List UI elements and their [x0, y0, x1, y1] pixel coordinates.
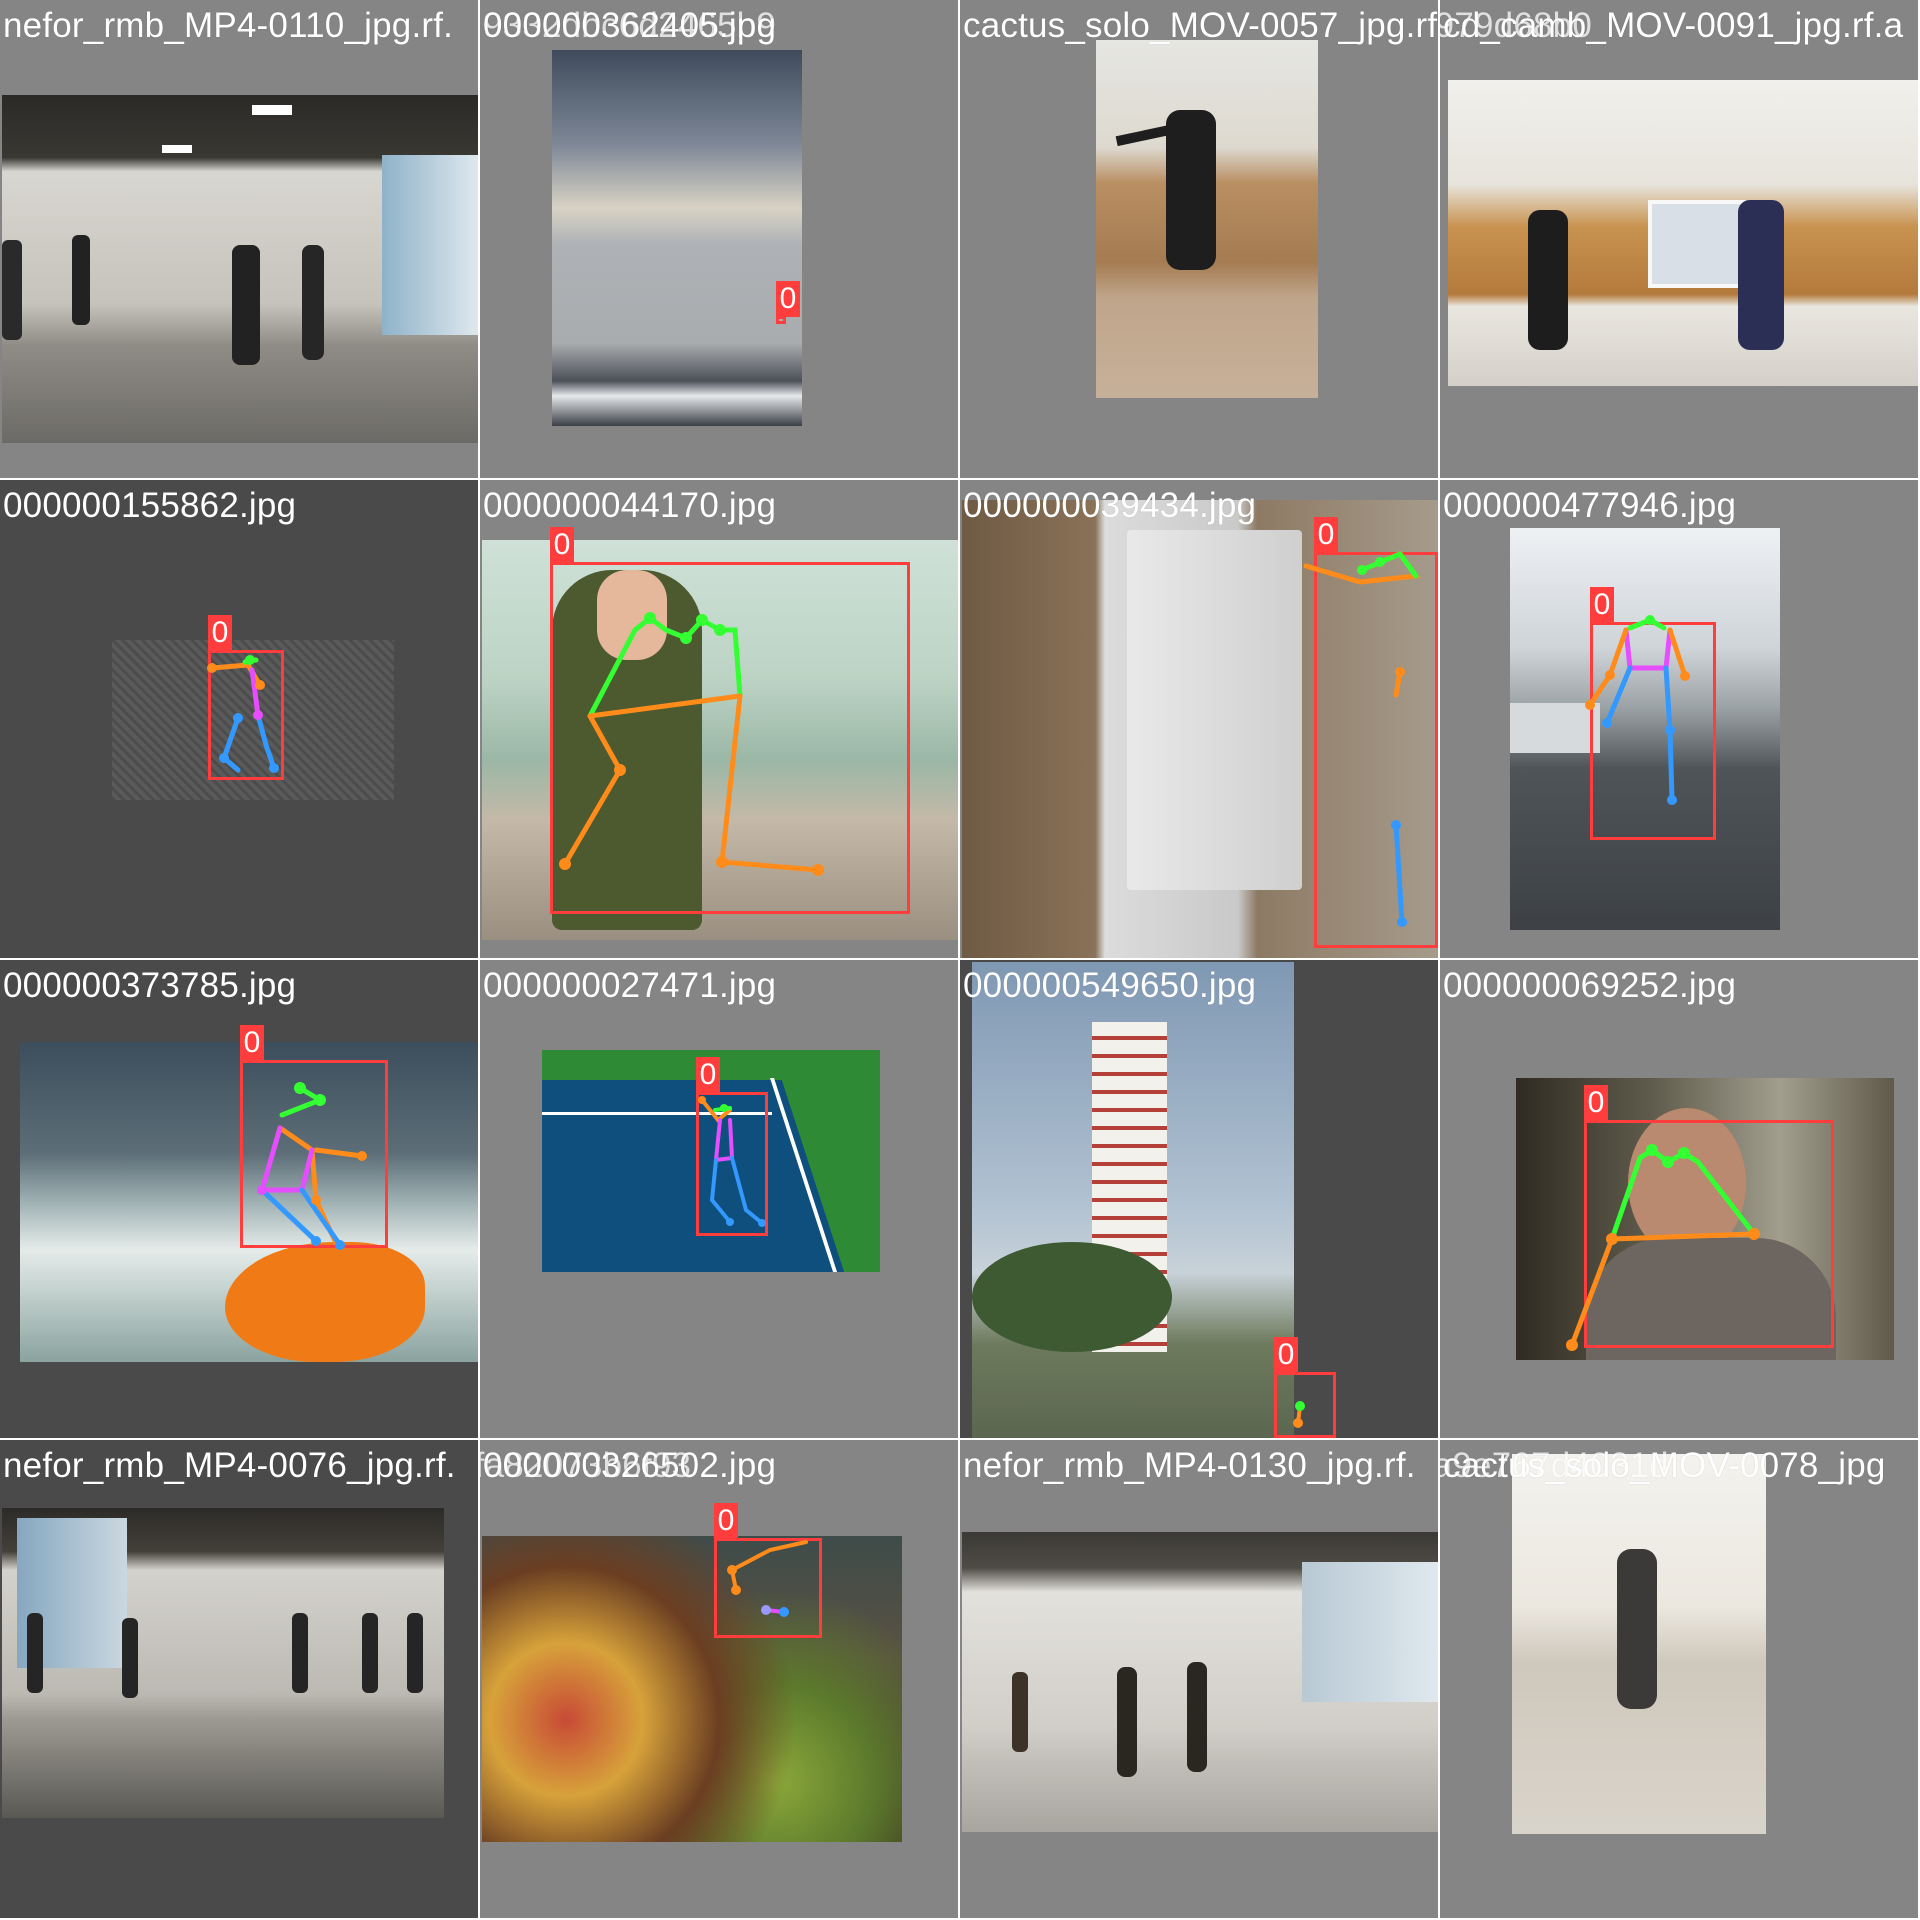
detection-box: 0 [208, 615, 284, 780]
tile-tennis-gray: 000000155862.jpg 0 [0, 480, 480, 960]
detection-box: 0 [714, 1503, 822, 1638]
detection-tag: 0 [714, 1503, 738, 1539]
pose-skeleton [1293, 1401, 1305, 1428]
detection-tag: 0 [208, 615, 232, 651]
detection-tag: 0 [1584, 1085, 1608, 1121]
photo-tennis-gray [112, 640, 394, 800]
tile-label: 000000155862.jpg [3, 486, 297, 525]
tile-label: 000000373785.jpg [3, 966, 297, 1005]
photo-two-dancers [1448, 80, 1918, 386]
detection-tag: 0 [550, 527, 574, 563]
detection-tag: 0 [1590, 587, 1614, 623]
pose-skeleton [698, 1096, 766, 1227]
tile-dance-studio-2: nefor_rmb_MP4-0076_jpg.rf. [0, 1440, 480, 1920]
tile-dancer-wall: cactus_solo_MOV-0057_jpg.rf. [960, 0, 1440, 480]
pose-skeleton [257, 1082, 367, 1250]
photo-sea [552, 50, 802, 426]
tile-dance-studio-3: nefor_rmb_MP4-0130_jpg.rf. [960, 1440, 1440, 1920]
detection-box: 0 [696, 1057, 768, 1236]
detection-tag: 0 [696, 1057, 720, 1093]
detection-box: 0 [550, 527, 910, 914]
tile-label: 000000039434.jpg [963, 486, 1257, 525]
tile-surfer: 000000373785.jpg 0 [0, 960, 480, 1440]
pose-skeleton [1303, 550, 1421, 927]
detection-tag: 0 [240, 1025, 264, 1061]
pose-skeleton [1585, 615, 1690, 805]
photo-dance-studio-3 [962, 1532, 1438, 1832]
detection-box: 0 [776, 281, 800, 324]
tile-dance-studio: nefor_rmb_MP4-0110_jpg.rf. [0, 0, 480, 480]
detection-box: 0 [1274, 1337, 1336, 1438]
pose-skeleton [727, 1540, 808, 1617]
tile-label-overlap: 9332dbc6d2465b9 [483, 6, 777, 45]
tile-fridge: 000000039434.jpg 0 [960, 480, 1440, 960]
tile-cafe: 000000044170.jpg 0 [480, 480, 960, 960]
tile-label: cactus_solo_MOV-0057_jpg.rf. [963, 6, 1440, 45]
tile-label: 000000477946.jpg [1443, 486, 1737, 525]
tile-label: 000000044170.jpg [483, 486, 777, 525]
photo-surfer [20, 1042, 478, 1362]
tile-label: 000000549650.jpg [963, 966, 1257, 1005]
photo-sepia-dancer [1512, 1454, 1766, 1834]
tile-skater: 000000477946.jpg 0 [1440, 480, 1920, 960]
tile-label: nefor_rmb_MP4-0110_jpg.rf. [3, 6, 454, 45]
tile-label: cactus_solo_MOV-0078_jpg [1443, 1446, 1886, 1485]
tile-label: 000000069252.jpg [1443, 966, 1737, 1005]
detection-tag: 0 [776, 281, 800, 317]
detection-box: 0 [240, 1025, 388, 1248]
tile-label: cd_camb_MOV-0091_jpg.rf.a [1443, 6, 1904, 45]
photo-dance-studio-2 [2, 1508, 444, 1818]
tile-label-overlap: 7fa82073b6f93 [480, 1446, 692, 1485]
tile-sepia-dancer: ca9e767d4031d cactus_solo_MOV-0078_jpg [1440, 1440, 1920, 1920]
detection-tag: 0 [1314, 517, 1338, 553]
photo-cafe [482, 540, 958, 940]
tile-label-overlap: 8979d68b0 [1440, 6, 1592, 45]
tile-label: nefor_rmb_MP4-0076_jpg.rf. [3, 1446, 456, 1485]
tile-fruit-market: 7fa82073b6f93 000000326502.jpg 0 [480, 1440, 960, 1920]
photo-skater [1510, 528, 1780, 930]
tile-label: 000000027471.jpg [483, 966, 777, 1005]
photo-dancer-wall [1096, 40, 1318, 398]
tile-tennis-court: 000000027471.jpg 0 [480, 960, 960, 1440]
photo-clock-tower [972, 962, 1294, 1438]
tile-clock-tower: 000000549650.jpg 0 [960, 960, 1440, 1440]
tile-label: nefor_rmb_MP4-0130_jpg.rf. [963, 1446, 1416, 1485]
pose-skeleton [1566, 1144, 1760, 1351]
tile-sea: 9332dbc6d2465b9 000000362405.jpg 0 [480, 0, 960, 480]
tile-label: 000000362405.jpg [483, 6, 777, 45]
tile-man-portrait: 000000069252.jpg 0 [1440, 960, 1920, 1440]
photo-fridge [962, 500, 1438, 958]
detection-box: 0 [1584, 1085, 1834, 1348]
pose-skeleton [559, 612, 824, 876]
photo-fruit-market [482, 1536, 902, 1842]
pose-skeleton [207, 655, 279, 773]
tile-label-overlap: ca9e767d4031d [1440, 1446, 1669, 1485]
detection-tag: 0 [1274, 1337, 1298, 1373]
tile-two-dancers: 8979d68b0 cd_camb_MOV-0091_jpg.rf.a [1440, 0, 1920, 480]
photo-dance-studio [2, 95, 478, 443]
detection-box: 0 [1314, 517, 1438, 948]
tile-label: 000000326502.jpg [483, 1446, 777, 1485]
